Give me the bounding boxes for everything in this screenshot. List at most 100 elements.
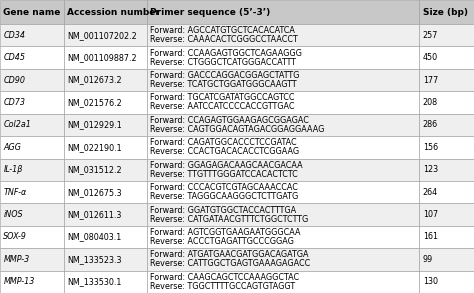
Text: iNOS: iNOS: [3, 210, 23, 219]
Text: Forward: AGTCGGTGAAGAATGGGCAA: Forward: AGTCGGTGAAGAATGGGCAA: [150, 228, 301, 237]
Text: TNF-α: TNF-α: [3, 188, 27, 197]
Text: NM_133530.1: NM_133530.1: [67, 277, 122, 286]
Text: 99: 99: [423, 255, 433, 264]
Text: Forward: GGAGAGACAAGCAACGACAA: Forward: GGAGAGACAAGCAACGACAA: [150, 161, 303, 170]
Text: Reverse: TAGGGCAAGGGCTCTTGATG: Reverse: TAGGGCAAGGGCTCTTGATG: [150, 192, 299, 201]
Text: Gene name: Gene name: [3, 8, 61, 16]
Text: MMP-13: MMP-13: [3, 277, 35, 286]
Bar: [0, 114, 64, 136]
Text: 177: 177: [423, 76, 438, 85]
Bar: [0, 159, 64, 181]
Text: NM_012929.1: NM_012929.1: [67, 120, 122, 130]
Bar: [64, 114, 147, 136]
Bar: [419, 24, 474, 46]
Bar: [0, 91, 64, 114]
Text: NM_012675.3: NM_012675.3: [67, 188, 122, 197]
Text: 107: 107: [423, 210, 438, 219]
Text: 130: 130: [423, 277, 438, 286]
Text: Size (bp): Size (bp): [423, 8, 468, 16]
Text: Forward: ATGATGAACGATGGACAGATGA: Forward: ATGATGAACGATGGACAGATGA: [150, 251, 309, 259]
Bar: [0, 270, 64, 293]
Bar: [64, 159, 147, 181]
Text: 123: 123: [423, 165, 438, 174]
Bar: [64, 248, 147, 271]
Bar: [64, 46, 147, 69]
Text: Reverse: AATCCATCCCCACCGTTGAC: Reverse: AATCCATCCCCACCGTTGAC: [150, 103, 295, 111]
Text: CD45: CD45: [3, 53, 25, 62]
Bar: [147, 0, 419, 24]
Text: Reverse: TCATGCTGGATGGGCAAGTT: Reverse: TCATGCTGGATGGGCAAGTT: [150, 80, 297, 89]
Bar: [64, 203, 147, 226]
Bar: [147, 24, 419, 46]
Bar: [419, 136, 474, 159]
Text: Forward: CCCACGTCGTAGCAAACCAC: Forward: CCCACGTCGTAGCAAACCAC: [150, 183, 298, 192]
Text: Reverse: CATTGGCTGAGTGAAAGAGACC: Reverse: CATTGGCTGAGTGAAAGAGACC: [150, 259, 310, 268]
Text: NM_031512.2: NM_031512.2: [67, 165, 122, 174]
Bar: [0, 248, 64, 271]
Text: AGG: AGG: [3, 143, 21, 152]
Text: NM_001109887.2: NM_001109887.2: [67, 53, 137, 62]
Bar: [419, 91, 474, 114]
Bar: [64, 226, 147, 248]
Bar: [147, 181, 419, 203]
Text: Forward: AGCCATGTGCTCACACATCA: Forward: AGCCATGTGCTCACACATCA: [150, 26, 295, 35]
Text: Reverse: CATGATAACGTTTCTGGCTCTTG: Reverse: CATGATAACGTTTCTGGCTCTTG: [150, 214, 309, 224]
Bar: [419, 69, 474, 91]
Bar: [419, 114, 474, 136]
Bar: [147, 46, 419, 69]
Bar: [419, 181, 474, 203]
Bar: [147, 159, 419, 181]
Text: Forward: CCAAGAGTGGCTCAGAAGGG: Forward: CCAAGAGTGGCTCAGAAGGG: [150, 49, 302, 58]
Text: Forward: GACCCAGGACGGAGCTATTG: Forward: GACCCAGGACGGAGCTATTG: [150, 71, 300, 80]
Bar: [0, 69, 64, 91]
Bar: [147, 248, 419, 271]
Text: NM_021576.2: NM_021576.2: [67, 98, 122, 107]
Bar: [419, 248, 474, 271]
Text: CD73: CD73: [3, 98, 25, 107]
Text: Forward: CCAGAGTGGAAGAGCGGAGAC: Forward: CCAGAGTGGAAGAGCGGAGAC: [150, 116, 309, 125]
Bar: [147, 270, 419, 293]
Text: MMP-3: MMP-3: [3, 255, 29, 264]
Text: SOX-9: SOX-9: [3, 232, 27, 241]
Text: NM_080403.1: NM_080403.1: [67, 232, 121, 241]
Bar: [64, 69, 147, 91]
Bar: [64, 181, 147, 203]
Text: 208: 208: [423, 98, 438, 107]
Text: 450: 450: [423, 53, 438, 62]
Bar: [419, 0, 474, 24]
Text: 264: 264: [423, 188, 438, 197]
Text: Forward: TGCATCGATATGGCCAGTCC: Forward: TGCATCGATATGGCCAGTCC: [150, 93, 295, 103]
Text: Forward: GGATGTGGCTACCACTTTGA: Forward: GGATGTGGCTACCACTTTGA: [150, 206, 296, 214]
Bar: [147, 203, 419, 226]
Bar: [0, 136, 64, 159]
Bar: [419, 203, 474, 226]
Text: NM_001107202.2: NM_001107202.2: [67, 31, 137, 40]
Text: Reverse: CAAACACTCGGGCCTAACCT: Reverse: CAAACACTCGGGCCTAACCT: [150, 35, 298, 44]
Text: 257: 257: [423, 31, 438, 40]
Text: Reverse: TTGTTTGGGATCCACACTCTC: Reverse: TTGTTTGGGATCCACACTCTC: [150, 170, 298, 179]
Bar: [419, 46, 474, 69]
Text: Reverse: CTGGGCTCATGGGACCATTT: Reverse: CTGGGCTCATGGGACCATTT: [150, 58, 296, 67]
Text: Reverse: CCACTGACACACCTCGGAAG: Reverse: CCACTGACACACCTCGGAAG: [150, 147, 300, 156]
Bar: [0, 226, 64, 248]
Bar: [0, 0, 64, 24]
Text: Reverse: CAGTGGACAGTAGACGGAGGAAAG: Reverse: CAGTGGACAGTAGACGGAGGAAAG: [150, 125, 325, 134]
Text: Accession number: Accession number: [67, 8, 160, 16]
Bar: [147, 136, 419, 159]
Text: CD90: CD90: [3, 76, 25, 85]
Text: 156: 156: [423, 143, 438, 152]
Bar: [64, 24, 147, 46]
Bar: [419, 270, 474, 293]
Bar: [0, 181, 64, 203]
Bar: [64, 91, 147, 114]
Text: Reverse: TGGCTTTTGCCAGTGTAGGT: Reverse: TGGCTTTTGCCAGTGTAGGT: [150, 282, 295, 291]
Text: NM_022190.1: NM_022190.1: [67, 143, 122, 152]
Bar: [64, 136, 147, 159]
Text: NM_012673.2: NM_012673.2: [67, 76, 122, 85]
Text: Forward: CAAGCAGCTCCAAAGGCTAC: Forward: CAAGCAGCTCCAAAGGCTAC: [150, 273, 300, 282]
Text: IL-1β: IL-1β: [3, 165, 23, 174]
Text: Reverse: ACCCTGAGATTGCCCGGAG: Reverse: ACCCTGAGATTGCCCGGAG: [150, 237, 294, 246]
Text: Primer sequence (5’-3’): Primer sequence (5’-3’): [150, 8, 271, 16]
Bar: [64, 0, 147, 24]
Bar: [0, 203, 64, 226]
